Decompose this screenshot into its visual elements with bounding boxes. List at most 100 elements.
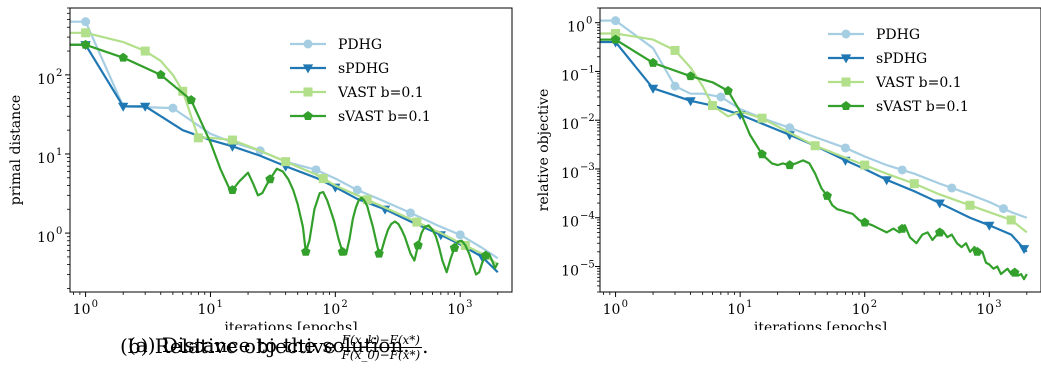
x-tick-exponent: 0 — [622, 299, 628, 310]
data-point — [265, 174, 275, 184]
tick-labels: 10 0 10 1 10 2 10 310 010 −110 −210 −310 −410 −5 — [561, 16, 1002, 318]
data-point — [227, 135, 237, 145]
data-point — [227, 185, 238, 195]
legend-marker — [303, 39, 313, 49]
y-tick-label: 10 — [561, 166, 579, 182]
legend-marker — [841, 77, 851, 87]
data-point — [785, 123, 795, 133]
data-point — [947, 183, 957, 193]
data-point — [480, 250, 491, 260]
legend-label: PDHG — [338, 37, 382, 53]
data-point — [897, 165, 907, 175]
data-point — [1010, 267, 1020, 277]
chart-panel-objective: 10 0 10 1 10 2 10 3 10 0 10 −1 10 −2 10 −3 10 −4 10 −5 itera… — [520, 0, 1041, 383]
data-point — [935, 227, 945, 237]
data-point — [984, 221, 995, 231]
data-point — [840, 143, 850, 153]
x-tick-label: 10 — [198, 302, 216, 318]
series-2 — [600, 28, 1028, 234]
legend-marker — [840, 54, 852, 64]
data-point — [449, 242, 460, 252]
data-point — [193, 133, 203, 143]
plot-frame — [69, 7, 513, 293]
y-axis-label: primal distance — [8, 95, 24, 205]
y-tick-exponent: −4 — [580, 211, 595, 222]
data-point — [897, 223, 907, 233]
legend: PDHG sPDHG VAST b=0.1 sVAST b=0.1 — [828, 27, 969, 115]
data-point — [362, 195, 372, 205]
x-axis-label: iterations [epochs] — [224, 320, 357, 330]
y-tick-exponent: 2 — [56, 68, 62, 79]
caption-fraction-numerator: F(x_k)−F(x*) — [339, 333, 423, 348]
data-point — [670, 45, 680, 55]
caption-fraction-denominator: F(x_0)−F(x*) — [341, 348, 421, 362]
data-point — [168, 103, 178, 113]
x-tick-exponent: 2 — [871, 299, 877, 310]
x-tick-label: 10 — [852, 302, 870, 318]
caption-objective: (b) Relative objective F(x_k)−F(x*) F(x_0)… — [120, 333, 429, 362]
tick-labels: 10 0 10 1 10 2 10 310 010 110 2 — [37, 68, 472, 318]
x-tick-label: 10 — [73, 302, 91, 318]
data-point — [337, 246, 348, 256]
legend-label: sVAST b=0.1 — [338, 109, 431, 125]
data-point — [301, 246, 311, 256]
series-3 — [70, 39, 499, 276]
data-point — [685, 97, 696, 107]
caption-objective-text: (b) Relative objective — [120, 334, 336, 358]
data-point — [611, 28, 621, 38]
caption-distance: (a) Distance to the solution. — [128, 333, 410, 357]
data-point — [186, 95, 196, 105]
data-point — [118, 52, 128, 62]
data-point — [998, 204, 1008, 214]
legend-marker — [303, 111, 313, 121]
data-point — [934, 199, 945, 209]
legend-label: sPDHG — [338, 61, 389, 77]
x-tick-label: 10 — [322, 302, 340, 318]
data-point — [156, 69, 166, 79]
x-tick-exponent: 2 — [341, 299, 347, 310]
x-tick-exponent: 0 — [92, 299, 98, 310]
y-tick-exponent: 1 — [56, 147, 62, 158]
data-point — [647, 84, 659, 94]
y-tick-exponent: −1 — [580, 64, 595, 75]
data-point — [860, 160, 870, 170]
x-tick-label: 10 — [727, 302, 745, 318]
x-tick-exponent: 1 — [746, 299, 752, 310]
minor-ticks — [67, 7, 499, 295]
data-point — [610, 34, 621, 44]
y-tick-exponent: 0 — [56, 226, 62, 237]
data-point — [860, 217, 870, 227]
legend-marker — [302, 64, 314, 74]
y-tick-label: 10 — [567, 20, 585, 36]
y-tick-label: 10 — [561, 264, 579, 280]
x-tick-label: 10 — [976, 302, 994, 318]
legend-label: sPDHG — [876, 51, 927, 67]
y-tick-label: 10 — [37, 151, 55, 167]
y-tick-exponent: −2 — [580, 113, 595, 124]
series-1 — [70, 41, 499, 274]
minor-ticks — [597, 7, 1028, 295]
data-point — [822, 190, 832, 200]
data-point — [685, 71, 696, 81]
series-0 — [600, 16, 1028, 219]
x-tick-exponent: 1 — [216, 299, 222, 310]
data-point — [405, 208, 415, 218]
data-point — [374, 248, 384, 258]
legend-marker — [303, 87, 313, 97]
data-point — [227, 142, 238, 152]
legend-label: PDHG — [876, 27, 920, 43]
data-point — [909, 179, 919, 189]
data-point — [810, 141, 820, 151]
data-point — [455, 230, 465, 240]
data-point — [1018, 245, 1030, 255]
data-point — [81, 17, 91, 27]
data-point — [723, 85, 733, 95]
series-line — [600, 32, 1028, 234]
data-point — [611, 16, 621, 26]
series-line — [600, 38, 1028, 281]
data-point — [708, 101, 718, 111]
legend-marker — [841, 29, 851, 39]
data-point — [1006, 215, 1016, 225]
x-tick-label: 10 — [603, 302, 621, 318]
